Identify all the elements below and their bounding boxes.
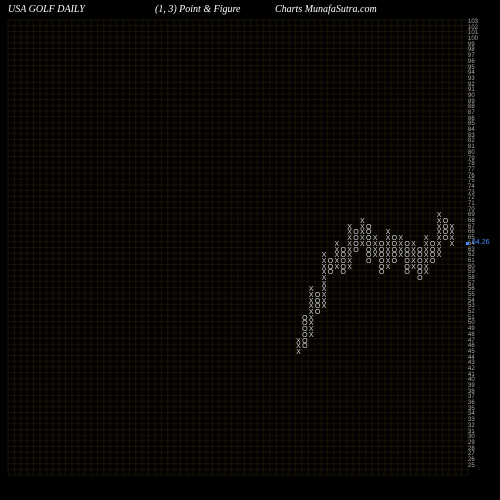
pf-x-mark: X (347, 264, 353, 271)
pf-o-mark: O (315, 309, 321, 316)
y-axis-labels: 1031021011009998979695949392919089888786… (468, 20, 496, 475)
pf-x-mark: X (334, 264, 340, 271)
pf-o-mark: O (302, 343, 308, 350)
y-tick-label: 25 (468, 464, 496, 470)
pf-o-mark: O (391, 258, 397, 265)
pf-o-mark: O (417, 275, 423, 282)
pf-o-mark: O (340, 269, 346, 276)
pf-x-mark: X (359, 241, 365, 248)
pf-x-mark: X (296, 349, 302, 356)
pf-o-mark: O (404, 269, 410, 276)
pf-x-mark: X (449, 241, 455, 248)
pf-o-mark: O (327, 269, 333, 276)
source-credit: Charts MunafaSutra.com (275, 4, 377, 15)
chart-header: USA GOLF DAILY (1, 3) Point & Figure Cha… (0, 4, 500, 20)
point-figure-chart: XXXOOOOOOXXXXXXXXXOOOOXXXXXXXXXXOOOXXXXX… (8, 20, 468, 475)
pf-o-mark: O (379, 269, 385, 276)
pf-x-mark: X (321, 303, 327, 310)
pf-o-mark: O (366, 258, 372, 265)
pf-x-mark: X (372, 252, 378, 259)
pf-x-mark: X (423, 269, 429, 276)
price-marker-label: 64.26 (472, 239, 490, 246)
pf-x-mark: X (411, 264, 417, 271)
pf-x-mark: X (385, 264, 391, 271)
pf-o-mark: O (442, 235, 448, 242)
pf-x-mark: X (398, 252, 404, 259)
price-marker-dot (466, 242, 469, 245)
pf-x-mark: X (308, 332, 314, 339)
chart-params: (1, 3) Point & Figure (155, 4, 240, 15)
pf-x-mark: X (436, 252, 442, 259)
pf-o-mark: O (430, 258, 436, 265)
pf-o-mark: O (353, 247, 359, 254)
ticker-title: USA GOLF DAILY (8, 4, 85, 15)
